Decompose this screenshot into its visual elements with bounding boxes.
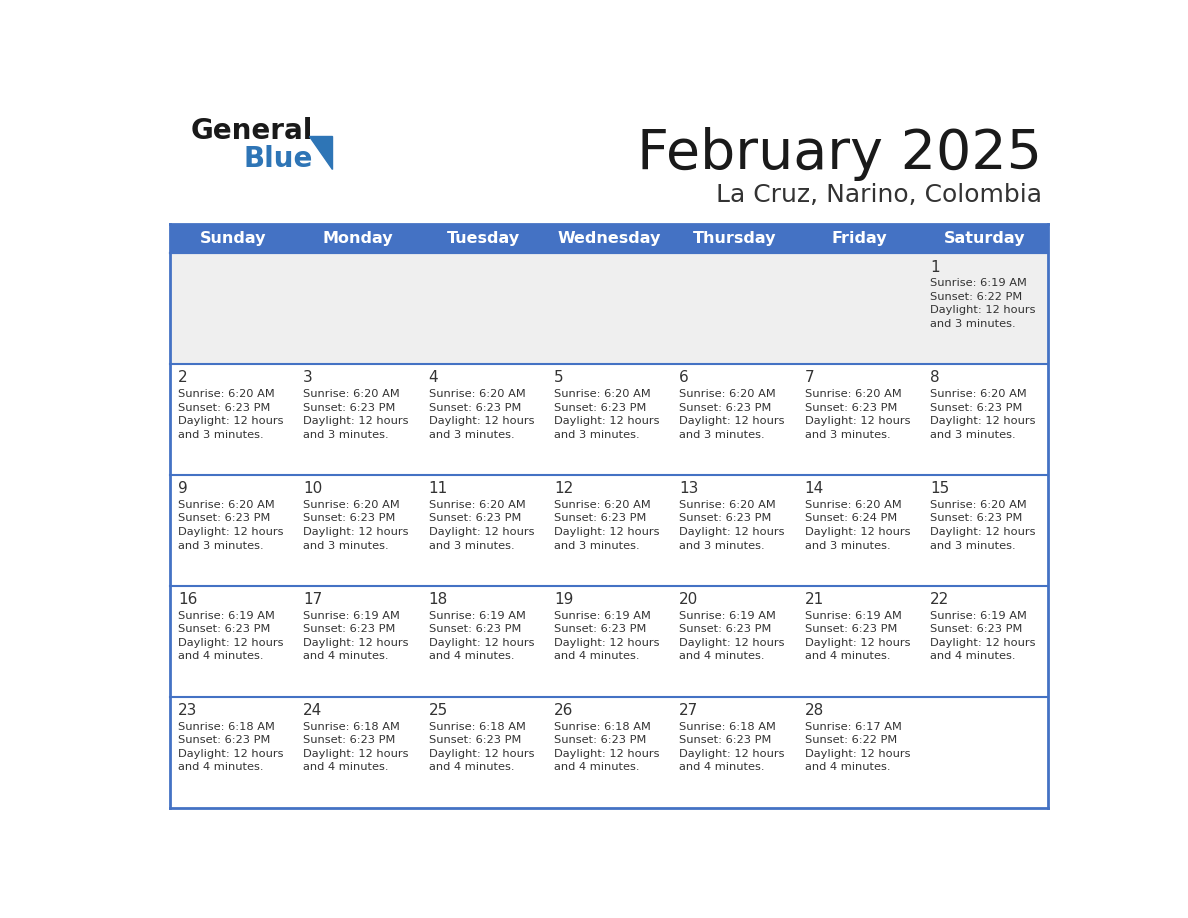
Text: 18: 18 <box>429 592 448 607</box>
Text: Sunrise: 6:20 AM
Sunset: 6:23 PM
Daylight: 12 hours
and 3 minutes.: Sunrise: 6:20 AM Sunset: 6:23 PM Dayligh… <box>680 499 785 551</box>
Text: Wednesday: Wednesday <box>557 231 661 246</box>
Text: 14: 14 <box>804 481 823 497</box>
Text: Sunrise: 6:20 AM
Sunset: 6:23 PM
Daylight: 12 hours
and 3 minutes.: Sunrise: 6:20 AM Sunset: 6:23 PM Dayligh… <box>429 389 535 440</box>
Text: Sunrise: 6:19 AM
Sunset: 6:23 PM
Daylight: 12 hours
and 4 minutes.: Sunrise: 6:19 AM Sunset: 6:23 PM Dayligh… <box>554 610 659 662</box>
Text: 12: 12 <box>554 481 573 497</box>
Bar <box>170 476 1048 586</box>
Text: 1: 1 <box>930 260 940 274</box>
Text: 28: 28 <box>804 703 823 718</box>
Text: 24: 24 <box>303 703 322 718</box>
Text: Sunday: Sunday <box>200 231 266 246</box>
Text: Sunrise: 6:20 AM
Sunset: 6:23 PM
Daylight: 12 hours
and 3 minutes.: Sunrise: 6:20 AM Sunset: 6:23 PM Dayligh… <box>303 389 409 440</box>
Text: Sunrise: 6:18 AM
Sunset: 6:23 PM
Daylight: 12 hours
and 4 minutes.: Sunrise: 6:18 AM Sunset: 6:23 PM Dayligh… <box>554 722 659 772</box>
Text: La Cruz, Narino, Colombia: La Cruz, Narino, Colombia <box>716 184 1042 207</box>
Text: Monday: Monday <box>323 231 393 246</box>
Text: February 2025: February 2025 <box>637 127 1042 181</box>
Text: Sunrise: 6:20 AM
Sunset: 6:23 PM
Daylight: 12 hours
and 3 minutes.: Sunrise: 6:20 AM Sunset: 6:23 PM Dayligh… <box>930 389 1036 440</box>
Text: 5: 5 <box>554 371 563 386</box>
Text: Saturday: Saturday <box>944 231 1025 246</box>
Text: Sunrise: 6:20 AM
Sunset: 6:23 PM
Daylight: 12 hours
and 3 minutes.: Sunrise: 6:20 AM Sunset: 6:23 PM Dayligh… <box>429 499 535 551</box>
Text: 3: 3 <box>303 371 312 386</box>
Bar <box>170 364 1048 476</box>
Text: Sunrise: 6:19 AM
Sunset: 6:23 PM
Daylight: 12 hours
and 4 minutes.: Sunrise: 6:19 AM Sunset: 6:23 PM Dayligh… <box>178 610 284 662</box>
Text: Sunrise: 6:20 AM
Sunset: 6:23 PM
Daylight: 12 hours
and 3 minutes.: Sunrise: 6:20 AM Sunset: 6:23 PM Dayligh… <box>554 499 659 551</box>
Text: General: General <box>191 118 314 145</box>
Bar <box>170 586 1048 697</box>
Text: Sunrise: 6:20 AM
Sunset: 6:23 PM
Daylight: 12 hours
and 3 minutes.: Sunrise: 6:20 AM Sunset: 6:23 PM Dayligh… <box>930 499 1036 551</box>
Text: Sunrise: 6:18 AM
Sunset: 6:23 PM
Daylight: 12 hours
and 4 minutes.: Sunrise: 6:18 AM Sunset: 6:23 PM Dayligh… <box>429 722 535 772</box>
Text: Sunrise: 6:20 AM
Sunset: 6:23 PM
Daylight: 12 hours
and 3 minutes.: Sunrise: 6:20 AM Sunset: 6:23 PM Dayligh… <box>554 389 659 440</box>
Text: 8: 8 <box>930 371 940 386</box>
Text: 21: 21 <box>804 592 823 607</box>
Text: Sunrise: 6:20 AM
Sunset: 6:23 PM
Daylight: 12 hours
and 3 minutes.: Sunrise: 6:20 AM Sunset: 6:23 PM Dayligh… <box>178 499 284 551</box>
Text: 13: 13 <box>680 481 699 497</box>
Text: Sunrise: 6:20 AM
Sunset: 6:23 PM
Daylight: 12 hours
and 3 minutes.: Sunrise: 6:20 AM Sunset: 6:23 PM Dayligh… <box>804 389 910 440</box>
Text: 26: 26 <box>554 703 574 718</box>
Text: Sunrise: 6:18 AM
Sunset: 6:23 PM
Daylight: 12 hours
and 4 minutes.: Sunrise: 6:18 AM Sunset: 6:23 PM Dayligh… <box>178 722 284 772</box>
Text: Sunrise: 6:19 AM
Sunset: 6:23 PM
Daylight: 12 hours
and 4 minutes.: Sunrise: 6:19 AM Sunset: 6:23 PM Dayligh… <box>680 610 785 662</box>
Text: 9: 9 <box>178 481 188 497</box>
Text: 11: 11 <box>429 481 448 497</box>
Text: 2: 2 <box>178 371 188 386</box>
Text: Thursday: Thursday <box>693 231 776 246</box>
Text: 7: 7 <box>804 371 814 386</box>
Text: 17: 17 <box>303 592 322 607</box>
Bar <box>170 697 1048 808</box>
Text: Sunrise: 6:20 AM
Sunset: 6:23 PM
Daylight: 12 hours
and 3 minutes.: Sunrise: 6:20 AM Sunset: 6:23 PM Dayligh… <box>680 389 785 440</box>
Text: Sunrise: 6:18 AM
Sunset: 6:23 PM
Daylight: 12 hours
and 4 minutes.: Sunrise: 6:18 AM Sunset: 6:23 PM Dayligh… <box>680 722 785 772</box>
Text: Sunrise: 6:20 AM
Sunset: 6:24 PM
Daylight: 12 hours
and 3 minutes.: Sunrise: 6:20 AM Sunset: 6:24 PM Dayligh… <box>804 499 910 551</box>
Text: 23: 23 <box>178 703 197 718</box>
Bar <box>170 224 1048 253</box>
Text: 25: 25 <box>429 703 448 718</box>
Text: 27: 27 <box>680 703 699 718</box>
Text: Sunrise: 6:17 AM
Sunset: 6:22 PM
Daylight: 12 hours
and 4 minutes.: Sunrise: 6:17 AM Sunset: 6:22 PM Dayligh… <box>804 722 910 772</box>
Text: Blue: Blue <box>244 145 314 174</box>
Text: Sunrise: 6:19 AM
Sunset: 6:23 PM
Daylight: 12 hours
and 4 minutes.: Sunrise: 6:19 AM Sunset: 6:23 PM Dayligh… <box>303 610 409 662</box>
Text: Tuesday: Tuesday <box>447 231 520 246</box>
Text: 6: 6 <box>680 371 689 386</box>
Text: 20: 20 <box>680 592 699 607</box>
Text: Sunrise: 6:19 AM
Sunset: 6:23 PM
Daylight: 12 hours
and 4 minutes.: Sunrise: 6:19 AM Sunset: 6:23 PM Dayligh… <box>804 610 910 662</box>
Bar <box>170 253 1048 364</box>
Text: 4: 4 <box>429 371 438 386</box>
Text: Sunrise: 6:18 AM
Sunset: 6:23 PM
Daylight: 12 hours
and 4 minutes.: Sunrise: 6:18 AM Sunset: 6:23 PM Dayligh… <box>303 722 409 772</box>
Text: Sunrise: 6:19 AM
Sunset: 6:23 PM
Daylight: 12 hours
and 4 minutes.: Sunrise: 6:19 AM Sunset: 6:23 PM Dayligh… <box>930 610 1036 662</box>
Text: Sunrise: 6:20 AM
Sunset: 6:23 PM
Daylight: 12 hours
and 3 minutes.: Sunrise: 6:20 AM Sunset: 6:23 PM Dayligh… <box>178 389 284 440</box>
Text: Sunrise: 6:20 AM
Sunset: 6:23 PM
Daylight: 12 hours
and 3 minutes.: Sunrise: 6:20 AM Sunset: 6:23 PM Dayligh… <box>303 499 409 551</box>
Text: 22: 22 <box>930 592 949 607</box>
Text: 16: 16 <box>178 592 197 607</box>
Text: 19: 19 <box>554 592 574 607</box>
Text: 10: 10 <box>303 481 322 497</box>
Text: 15: 15 <box>930 481 949 497</box>
Text: Sunrise: 6:19 AM
Sunset: 6:22 PM
Daylight: 12 hours
and 3 minutes.: Sunrise: 6:19 AM Sunset: 6:22 PM Dayligh… <box>930 278 1036 329</box>
Text: Sunrise: 6:19 AM
Sunset: 6:23 PM
Daylight: 12 hours
and 4 minutes.: Sunrise: 6:19 AM Sunset: 6:23 PM Dayligh… <box>429 610 535 662</box>
Text: Friday: Friday <box>832 231 887 246</box>
Polygon shape <box>309 137 333 169</box>
